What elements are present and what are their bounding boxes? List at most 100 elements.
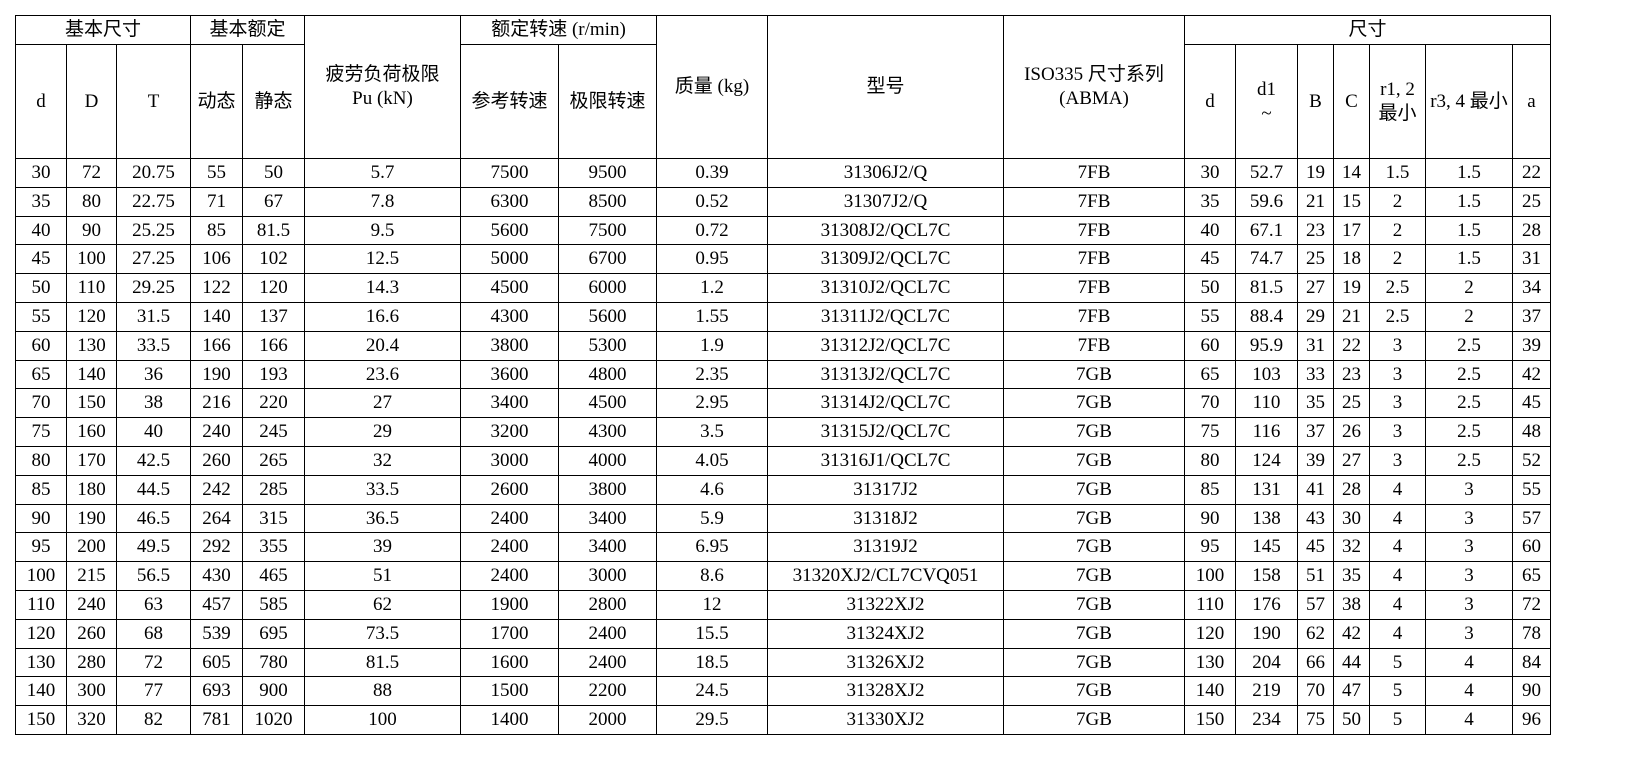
- cell-D: 160: [66, 417, 117, 447]
- cell-iso_series: 7FB: [1003, 215, 1185, 246]
- cell-dynamic: 85: [190, 215, 243, 246]
- cell-iso_series: 7GB: [1003, 503, 1185, 534]
- header-r12: r1, 2 最小: [1369, 44, 1426, 159]
- cell-static: 780: [242, 647, 305, 678]
- cell-B: 41: [1297, 474, 1334, 505]
- cell-d1: 52.7: [1235, 158, 1298, 188]
- cell-D: 200: [66, 532, 117, 563]
- cell-iso_series: 7GB: [1003, 589, 1185, 620]
- cell-ref_speed: 4300: [460, 301, 559, 332]
- table-row: 120 260 68 539 695 73.5 1700 2400 15.5 31324XJ2 7G…: [15, 618, 1551, 649]
- bearing-spec-table: 基本尺寸 基本额定 疲劳负荷极限 Pu (kN) 额定转速 (r/min) 质量 …: [15, 15, 1551, 735]
- cell-D: 320: [66, 705, 117, 735]
- cell-r12: 2: [1369, 215, 1426, 246]
- header-fatigue-limit-line2: Pu (kN): [352, 88, 413, 109]
- cell-B: 33: [1297, 359, 1334, 390]
- cell-ref_speed: 5600: [460, 215, 559, 246]
- cell-d1: 234: [1235, 705, 1298, 735]
- cell-model: 31317J2: [767, 474, 1004, 505]
- cell-r12: 3: [1369, 417, 1426, 447]
- cell-dim_d: 110: [1184, 589, 1236, 620]
- cell-dim_d: 70: [1184, 388, 1236, 419]
- cell-r12: 4: [1369, 532, 1426, 563]
- cell-fatigue_limit: 73.5: [304, 618, 461, 649]
- cell-mass: 4.05: [656, 445, 768, 476]
- cell-r34: 4: [1425, 705, 1513, 735]
- cell-limit_speed: 6000: [558, 273, 657, 303]
- cell-r34: 1.5: [1425, 215, 1513, 246]
- cell-model: 31308J2/QCL7C: [767, 215, 1004, 246]
- cell-C: 14: [1333, 158, 1370, 188]
- cell-model: 31316J1/QCL7C: [767, 445, 1004, 476]
- cell-limit_speed: 3400: [558, 503, 657, 534]
- cell-r34: 3: [1425, 474, 1513, 505]
- cell-ref_speed: 3000: [460, 445, 559, 476]
- cell-D: 170: [66, 445, 117, 476]
- cell-B: 27: [1297, 273, 1334, 303]
- header-d1: d1 ~: [1235, 44, 1298, 159]
- cell-fatigue_limit: 14.3: [304, 273, 461, 303]
- cell-d: 35: [15, 186, 67, 217]
- cell-a: 90: [1512, 676, 1551, 707]
- cell-d: 50: [15, 273, 67, 303]
- header-d1-line1: d1: [1257, 78, 1276, 100]
- cell-iso_series: 7FB: [1003, 330, 1185, 361]
- cell-D: 130: [66, 330, 117, 361]
- header-ref-speed: 参考转速: [460, 44, 559, 159]
- cell-d: 80: [15, 445, 67, 476]
- cell-B: 45: [1297, 532, 1334, 563]
- cell-D: 190: [66, 503, 117, 534]
- cell-model: 31314J2/QCL7C: [767, 388, 1004, 419]
- cell-dynamic: 260: [190, 445, 243, 476]
- cell-dim_d: 45: [1184, 244, 1236, 275]
- cell-C: 50: [1333, 705, 1370, 735]
- cell-D: 100: [66, 244, 117, 275]
- cell-ref_speed: 1900: [460, 589, 559, 620]
- cell-r12: 4: [1369, 618, 1426, 649]
- cell-r12: 2.5: [1369, 301, 1426, 332]
- cell-T: 82: [116, 705, 191, 735]
- cell-d: 150: [15, 705, 67, 735]
- cell-limit_speed: 3800: [558, 474, 657, 505]
- table-row: 45 100 27.25 106 102 12.5 5000 6700 0.95 31309J2/…: [15, 244, 1551, 275]
- cell-d: 130: [15, 647, 67, 678]
- cell-d: 110: [15, 589, 67, 620]
- header-iso-series: ISO335 尺寸系列 (ABMA): [1003, 15, 1185, 159]
- cell-fatigue_limit: 51: [304, 561, 461, 591]
- cell-T: 36: [116, 359, 191, 390]
- cell-r12: 3: [1369, 388, 1426, 419]
- cell-d: 95: [15, 532, 67, 563]
- cell-mass: 24.5: [656, 676, 768, 707]
- cell-static: 193: [242, 359, 305, 390]
- cell-dynamic: 605: [190, 647, 243, 678]
- cell-T: 22.75: [116, 186, 191, 217]
- cell-B: 70: [1297, 676, 1334, 707]
- cell-dim_d: 55: [1184, 301, 1236, 332]
- cell-r12: 3: [1369, 445, 1426, 476]
- cell-d1: 88.4: [1235, 301, 1298, 332]
- cell-dynamic: 71: [190, 186, 243, 217]
- cell-T: 72: [116, 647, 191, 678]
- cell-static: 465: [242, 561, 305, 591]
- cell-T: 38: [116, 388, 191, 419]
- cell-B: 23: [1297, 215, 1334, 246]
- cell-iso_series: 7FB: [1003, 186, 1185, 217]
- cell-r12: 4: [1369, 474, 1426, 505]
- cell-r34: 4: [1425, 676, 1513, 707]
- header-T: T: [116, 44, 191, 159]
- cell-d1: 176: [1235, 589, 1298, 620]
- table-row: 80 170 42.5 260 265 32 3000 4000 4.05 31316J1/QCL…: [15, 445, 1551, 476]
- cell-model: 31322XJ2: [767, 589, 1004, 620]
- cell-C: 19: [1333, 273, 1370, 303]
- cell-ref_speed: 1700: [460, 618, 559, 649]
- cell-iso_series: 7FB: [1003, 158, 1185, 188]
- cell-d1: 219: [1235, 676, 1298, 707]
- cell-a: 28: [1512, 215, 1551, 246]
- cell-D: 80: [66, 186, 117, 217]
- cell-d1: 95.9: [1235, 330, 1298, 361]
- cell-limit_speed: 3000: [558, 561, 657, 591]
- cell-fatigue_limit: 12.5: [304, 244, 461, 275]
- cell-limit_speed: 5300: [558, 330, 657, 361]
- cell-fatigue_limit: 20.4: [304, 330, 461, 361]
- cell-D: 150: [66, 388, 117, 419]
